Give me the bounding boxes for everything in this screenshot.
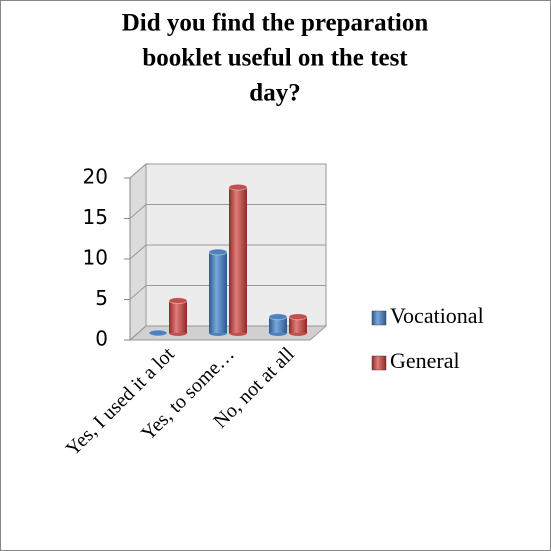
bar-top [228,183,248,191]
chart-title: Did you find the preparation [122,10,429,37]
grid-line [129,285,326,300]
chart-title: day? [249,80,300,107]
chart-title: booklet useful on the test [142,45,408,72]
bar-body [289,316,307,333]
legend-swatch [371,355,387,371]
y-tick-label: 10 [83,246,108,270]
bar [148,329,168,337]
bar [208,248,228,336]
legend-label: General [390,348,460,373]
y-tick-label: 0 [95,327,108,351]
bar-body [169,300,187,333]
legend-label: Vocational [390,303,484,328]
bar-body [269,316,287,333]
bar-body [209,252,227,333]
bar-top [288,313,308,321]
grid-line [129,163,326,179]
bar-top [148,329,168,337]
bar [228,183,248,336]
bar-top [208,248,228,256]
legend-swatch [371,310,387,326]
grid-line [129,325,326,341]
y-tick-label: 15 [83,205,108,229]
bar-top [268,313,288,321]
y-tick-label: 5 [95,286,108,310]
bar [168,297,188,336]
grid-line [129,244,326,260]
grid-line [129,204,326,219]
bar-body [229,187,247,333]
bar [288,313,308,336]
bar-top [168,297,188,305]
y-tick-label: 20 [83,165,108,189]
bar [268,313,288,336]
